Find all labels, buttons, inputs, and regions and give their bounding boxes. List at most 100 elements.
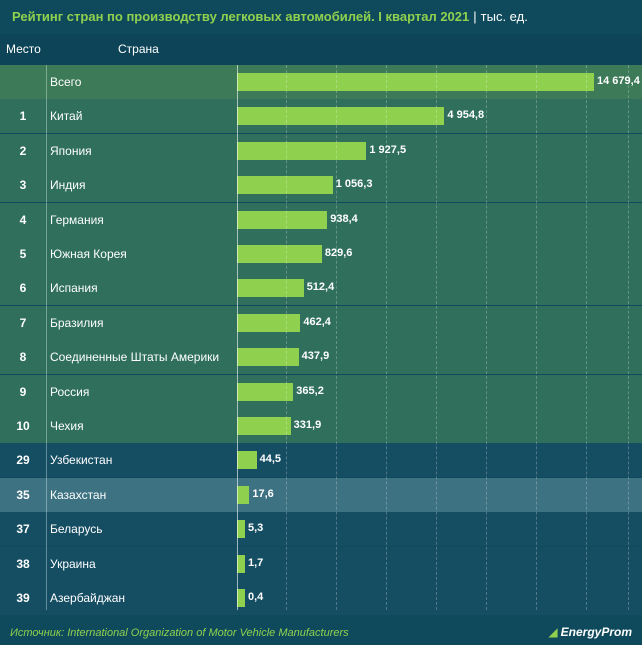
footer: Источник: International Organization of … [0,622,642,645]
rank-label: 4 [19,212,27,227]
bar [237,589,245,607]
column-divider [237,65,238,610]
category-label: Китай [50,109,83,124]
chart-row: 29 Узбекистан 44,5 [0,443,642,478]
bar [237,417,291,435]
chart-row: 39 Азербайджан 0,4 [0,581,642,615]
logo-text: EnergyProm [560,625,632,639]
category-label: Испания [50,281,98,296]
category-label: Казахстан [50,487,107,502]
category-label: Украина [50,556,96,571]
logo-mark-icon: ◢ [548,625,558,639]
rank-label: 39 [16,591,30,605]
header-rank: Место [6,42,41,56]
data-label: 1 927,5 [369,143,407,156]
energyprom-logo: ◢ EnergyProm [548,625,632,639]
chart-row: 10 Чехия 331,9 [0,409,642,443]
chart-row: 1 Китай 4 954,8 [0,99,642,134]
bar [237,245,322,263]
data-label: 331,9 [293,419,322,431]
rank-label: 7 [19,315,27,330]
grid-line [586,65,587,610]
category-label: Чехия [50,419,84,433]
column-divider [46,65,47,610]
rank-label: 10 [16,419,30,433]
data-label: 4 954,8 [447,109,485,122]
category-label: Южная Корея [50,247,127,261]
bar [237,279,304,298]
grid-line [286,65,287,610]
data-label: 462,4 [303,315,331,328]
data-label: 5,3 [248,522,264,535]
header-country: Страна [118,42,159,56]
bar [237,348,299,367]
chart-title: Рейтинг стран по производству легковых а… [12,9,528,24]
bar [237,141,367,160]
data-label: 1 056,3 [335,178,373,191]
category-label: Бразилия [50,315,104,330]
category-label: Беларусь [50,522,103,537]
data-label: 938,4 [330,212,358,225]
data-label: 0,4 [248,591,264,603]
rank-label: 2 [19,143,27,158]
data-label: 437,9 [301,350,330,363]
data-label: 44,5 [259,453,282,466]
source-note: Источник: International Organization of … [10,627,349,639]
rank-label: 8 [19,350,27,365]
category-label: Индия [50,178,86,193]
chart-title-main: Рейтинг стран по производству легковых а… [12,9,470,24]
title-bar: Рейтинг стран по производству легковых а… [0,0,642,34]
bar [237,210,328,229]
grid-line [386,65,387,610]
chart-row: 9 Россия 365,2 [0,374,642,409]
data-label: 17,6 [252,487,274,500]
rank-label: 29 [16,453,30,468]
bar [237,485,250,504]
chart-row: 6 Испания 512,4 [0,271,642,306]
bar [237,107,445,126]
rank-label: 5 [19,247,27,261]
bar [237,520,245,539]
chart-row: 37 Беларусь 5,3 [0,512,642,547]
grid-line [336,65,337,610]
chart-unit: тыс. ед. [480,9,528,24]
chart-row: 7 Бразилия 462,4 [0,305,642,340]
data-label: 1,7 [248,556,264,569]
chart-row: 5 Южная Корея 829,6 [0,237,642,271]
rank-label: 6 [19,281,27,296]
rank-label: 37 [16,522,30,537]
category-label: Узбекистан [50,453,113,468]
data-label: 829,6 [324,247,353,259]
bar [237,176,333,195]
chart-row: 3 Индия 1 056,3 [0,168,642,203]
bar [237,451,257,470]
bar [237,554,245,573]
grid-line [436,65,437,610]
bar [237,73,594,91]
chart-row: 8 Соединенные Штаты Америки 437,9 [0,340,642,375]
table-header: Место Страна [0,34,642,65]
chart-row: 38 Украина 1,7 [0,546,642,581]
chart-row: 2 Япония 1 927,5 [0,133,642,168]
title-separator: | [473,9,477,24]
bar [237,382,294,401]
rank-label: 1 [19,109,27,124]
rank-label: 3 [19,178,27,193]
data-label: 512,4 [306,281,335,294]
chart-row: 35 Казахстан 17,6 [0,477,642,512]
rank-label: 9 [19,384,27,399]
category-label: Азербайджан [50,591,126,605]
rank-label: 38 [16,556,30,571]
data-label: 365,2 [296,384,324,397]
category-label: Всего [50,75,82,89]
category-label: Германия [50,212,104,227]
category-label: Япония [50,143,92,158]
rank-label: 35 [16,487,30,502]
bar [237,313,301,332]
grid-line [486,65,487,610]
chart-row: 4 Германия 938,4 [0,202,642,237]
category-label: Россия [50,384,90,399]
data-label: 14 679,4 [597,75,640,87]
grid-line [628,65,629,610]
category-label: Соединенные Штаты Америки [50,350,220,365]
